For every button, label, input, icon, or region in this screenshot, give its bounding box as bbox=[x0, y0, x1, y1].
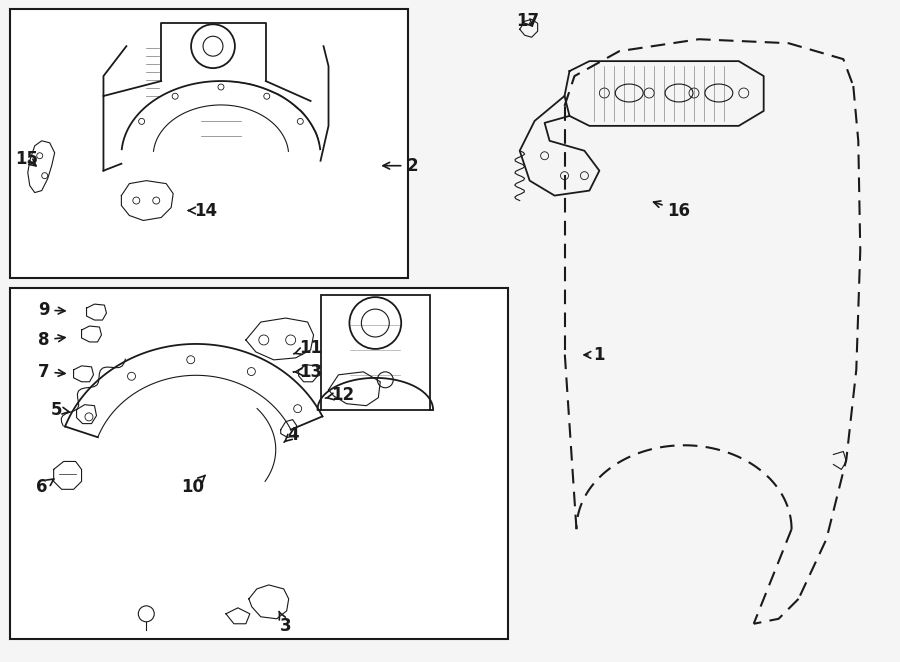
Text: 10: 10 bbox=[182, 475, 205, 496]
Text: 7: 7 bbox=[38, 363, 65, 381]
Text: 17: 17 bbox=[516, 13, 539, 30]
Text: 13: 13 bbox=[293, 363, 322, 381]
Bar bbox=[10, 288, 508, 639]
Bar bbox=[320, 295, 430, 410]
Text: 1: 1 bbox=[584, 346, 605, 364]
Text: 2: 2 bbox=[382, 157, 418, 175]
Text: 15: 15 bbox=[15, 150, 39, 167]
Text: 14: 14 bbox=[188, 201, 218, 220]
Text: 9: 9 bbox=[38, 301, 65, 319]
Text: 11: 11 bbox=[293, 339, 322, 357]
Text: 6: 6 bbox=[36, 479, 54, 496]
Text: 3: 3 bbox=[279, 612, 292, 635]
Text: 16: 16 bbox=[653, 201, 690, 220]
Text: 12: 12 bbox=[326, 386, 354, 404]
Text: 8: 8 bbox=[38, 331, 65, 349]
Text: 5: 5 bbox=[51, 401, 69, 418]
Text: 4: 4 bbox=[284, 426, 299, 444]
Bar bbox=[10, 9, 409, 278]
